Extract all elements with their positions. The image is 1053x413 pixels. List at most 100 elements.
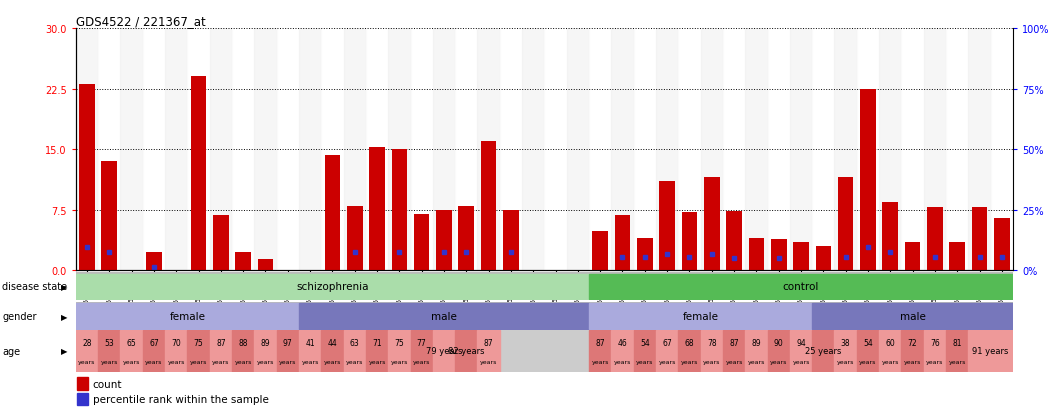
Bar	[656, 330, 678, 372]
Bar	[76, 274, 589, 299]
Bar	[79, 85, 95, 271]
Bar	[727, 212, 742, 271]
Text: 63: 63	[350, 338, 360, 347]
Bar	[812, 330, 834, 372]
Text: 60: 60	[886, 338, 895, 347]
Bar	[392, 150, 408, 271]
Text: 87: 87	[595, 338, 605, 347]
Bar	[860, 89, 876, 271]
Bar	[165, 330, 187, 372]
Bar	[187, 29, 210, 271]
Bar	[187, 330, 210, 372]
Bar	[969, 29, 991, 271]
Bar	[834, 330, 857, 372]
Bar	[455, 330, 477, 372]
Bar	[567, 29, 589, 271]
Bar	[790, 29, 812, 271]
Bar	[834, 29, 857, 271]
Text: 76: 76	[930, 338, 939, 347]
Text: GDS4522 / 221367_at: GDS4522 / 221367_at	[76, 15, 205, 28]
Bar	[723, 29, 746, 271]
Bar	[615, 216, 631, 271]
Bar	[994, 218, 1010, 271]
Text: years: years	[346, 359, 363, 364]
Bar	[656, 29, 678, 271]
Bar	[477, 330, 500, 372]
Bar	[972, 208, 988, 271]
Bar	[857, 330, 879, 372]
Text: years: years	[881, 359, 899, 364]
Text: years: years	[480, 359, 497, 364]
Bar	[365, 29, 389, 271]
Text: years: years	[614, 359, 631, 364]
Text: years: years	[949, 359, 966, 364]
Bar	[146, 253, 162, 271]
Bar	[232, 330, 255, 372]
Bar	[905, 242, 920, 271]
Text: 89: 89	[752, 338, 761, 347]
Bar	[768, 330, 790, 372]
Bar	[76, 304, 299, 329]
Text: 88: 88	[238, 338, 247, 347]
Bar	[815, 246, 831, 271]
Bar	[879, 29, 901, 271]
Bar	[299, 304, 589, 329]
Text: control: control	[782, 282, 819, 292]
Bar	[343, 29, 365, 271]
Bar	[838, 178, 853, 271]
Bar	[101, 162, 117, 271]
Text: 87: 87	[730, 338, 739, 347]
Bar	[77, 377, 88, 389]
Text: 28: 28	[82, 338, 92, 347]
Text: count: count	[93, 379, 122, 389]
Bar	[634, 29, 656, 271]
Bar	[593, 232, 608, 271]
Bar	[790, 330, 812, 372]
Text: ▶: ▶	[61, 282, 67, 291]
Bar	[370, 148, 384, 271]
Bar	[436, 210, 452, 271]
Text: 38: 38	[841, 338, 851, 347]
Bar	[812, 304, 1013, 329]
Bar	[481, 142, 496, 271]
Text: years: years	[837, 359, 854, 364]
Bar	[277, 29, 299, 271]
Text: 71: 71	[373, 338, 382, 347]
Bar	[634, 330, 656, 372]
Bar	[503, 210, 519, 271]
Text: years: years	[391, 359, 409, 364]
Bar	[210, 330, 232, 372]
Bar	[723, 330, 746, 372]
Bar	[681, 213, 697, 271]
Bar	[98, 29, 120, 271]
Bar	[98, 330, 120, 372]
Text: years: years	[636, 359, 654, 364]
Text: years: years	[748, 359, 766, 364]
Bar	[236, 253, 251, 271]
Bar	[768, 29, 790, 271]
Text: years: years	[323, 359, 341, 364]
Text: 68: 68	[684, 338, 694, 347]
Text: 46: 46	[618, 338, 628, 347]
Bar	[857, 29, 879, 271]
Bar	[589, 330, 612, 372]
Bar	[477, 29, 500, 271]
Bar	[255, 330, 277, 372]
Bar	[210, 29, 232, 271]
Bar	[191, 77, 206, 271]
Bar	[120, 29, 143, 271]
Text: years: years	[167, 359, 185, 364]
Bar	[612, 29, 634, 271]
Text: 25 years: 25 years	[806, 347, 841, 356]
Bar	[346, 206, 362, 271]
Text: years: years	[301, 359, 319, 364]
Bar	[411, 29, 433, 271]
Bar	[389, 29, 411, 271]
Bar	[522, 29, 544, 271]
Bar	[76, 330, 98, 372]
Text: female: female	[170, 311, 205, 321]
Text: years: years	[101, 359, 118, 364]
Bar	[923, 330, 946, 372]
Text: years: years	[658, 359, 676, 364]
Text: male: male	[899, 311, 926, 321]
